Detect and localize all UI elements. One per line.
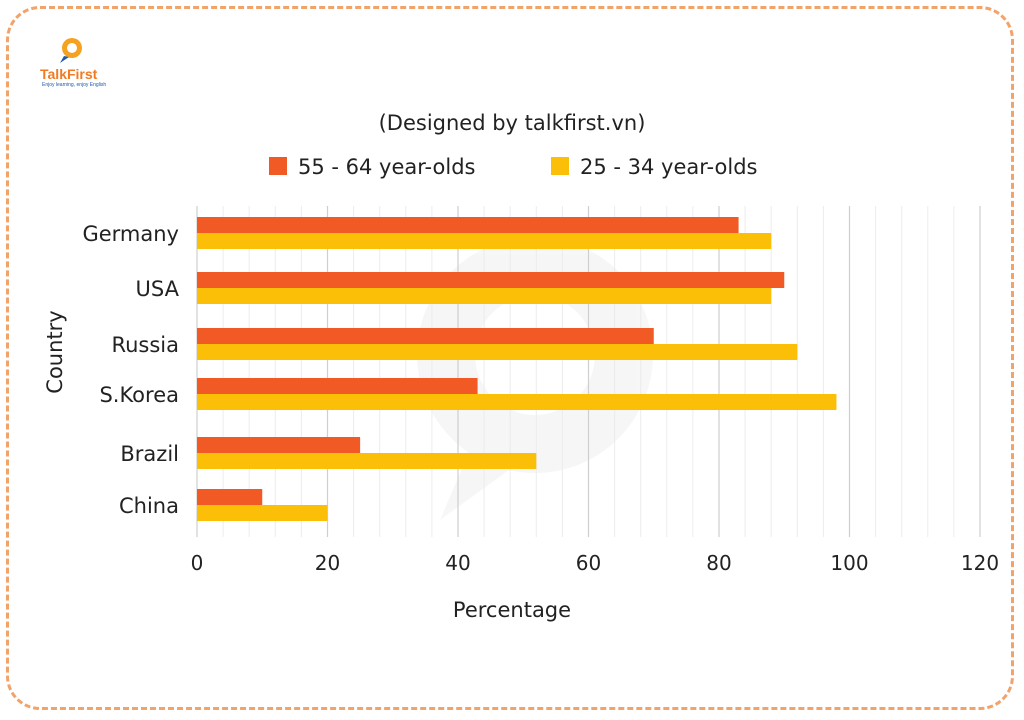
y-axis-label: Country: [43, 310, 67, 393]
brand-name: TalkFirst: [40, 66, 98, 82]
category-label: China: [119, 494, 179, 518]
x-axis-label: Percentage: [453, 598, 571, 622]
x-tick-label: 120: [961, 551, 999, 575]
x-tick-label: 0: [191, 551, 204, 575]
brand-tagline: Enjoy learning, enjoy English: [42, 82, 107, 88]
x-tick-labels: 0 20 40 60 80 100 120: [191, 551, 999, 575]
category-label: USA: [136, 277, 180, 301]
x-tick-label: 60: [576, 551, 601, 575]
bar-germany-series-2: [197, 233, 772, 249]
grid-lines: [196, 206, 981, 537]
bar-brazil-series-2: [197, 453, 537, 469]
category-label: Germany: [82, 222, 179, 246]
legend-label: 25 - 34 year-olds: [580, 155, 757, 179]
bar-brazil-series-1: [197, 437, 361, 453]
x-tick-label: 80: [706, 551, 731, 575]
legend-swatch: [269, 157, 287, 175]
bar-china-series-2: [197, 505, 328, 521]
bar-russia-series-1: [197, 328, 654, 344]
legend-swatch: [551, 157, 569, 175]
bar-s-korea-series-1: [197, 378, 478, 394]
talkfirst-logo-icon: [60, 38, 82, 63]
bar-germany-series-1: [197, 217, 739, 233]
category-label: S.Korea: [99, 383, 179, 407]
bar-s-korea-series-2: [197, 394, 837, 410]
x-tick-label: 20: [315, 551, 340, 575]
bar-usa-series-1: [197, 272, 785, 288]
category-label: Brazil: [120, 442, 179, 466]
bars: [197, 217, 837, 521]
legend: 55 - 64 year-olds 25 - 34 year-olds: [269, 155, 757, 179]
category-label: Russia: [111, 333, 179, 357]
x-tick-label: 100: [830, 551, 868, 575]
legend-label: 55 - 64 year-olds: [298, 155, 475, 179]
bar-usa-series-2: [197, 288, 772, 304]
chart-title: (Designed by talkfirst.vn): [379, 111, 646, 135]
x-tick-label: 40: [445, 551, 470, 575]
bar-china-series-1: [197, 489, 263, 505]
category-labels: Germany USA Russia S.Korea Brazil China: [82, 222, 179, 518]
bar-russia-series-2: [197, 344, 798, 360]
